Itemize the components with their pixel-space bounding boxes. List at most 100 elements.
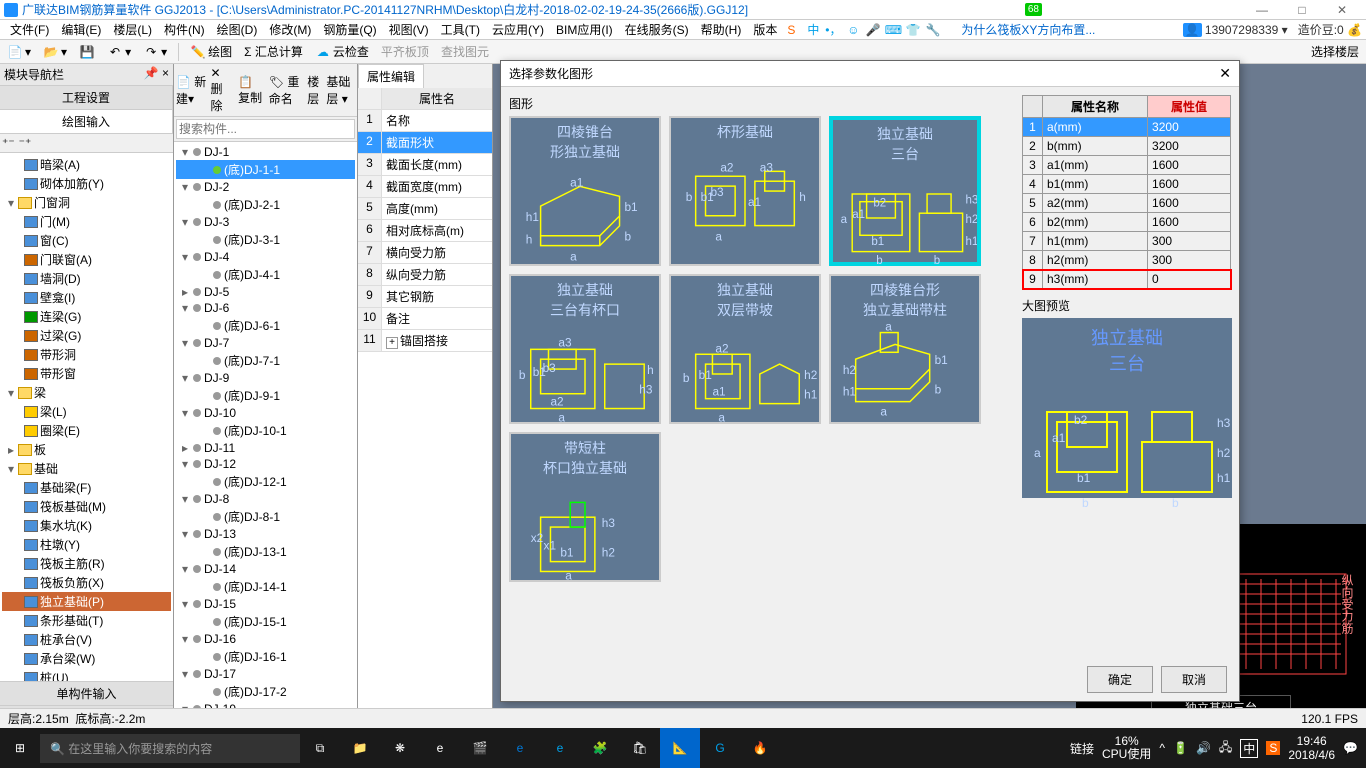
ime-punct-icon[interactable]: •， xyxy=(825,22,841,38)
component-item[interactable]: ▾DJ-15 xyxy=(176,596,355,612)
nav-item[interactable]: 暗梁(A) xyxy=(2,155,171,174)
component-item[interactable]: ▾DJ-6 xyxy=(176,300,355,316)
sogou-tray-icon[interactable]: S xyxy=(1266,741,1280,755)
component-item[interactable]: (底)DJ-6-1 xyxy=(176,316,355,335)
nav-item[interactable]: 集水坑(K) xyxy=(2,516,171,535)
ok-button[interactable]: 确定 xyxy=(1087,666,1153,693)
component-item[interactable]: ▾DJ-9 xyxy=(176,370,355,386)
app2-icon[interactable]: e xyxy=(420,728,460,768)
user-id[interactable]: 13907298339 xyxy=(1205,23,1278,37)
ime-mic-icon[interactable]: 🎤 xyxy=(865,22,881,38)
prop-row[interactable]: 5高度(mm) xyxy=(358,198,492,220)
find-button[interactable]: 查找图元 xyxy=(438,42,492,61)
nav-item[interactable]: 门联窗(A) xyxy=(2,250,171,269)
tray-up-icon[interactable]: ^ xyxy=(1159,741,1165,755)
prop-row[interactable]: 1名称 xyxy=(358,110,492,132)
dialog-prop-row[interactable]: 8h2(mm)300 xyxy=(1023,251,1231,270)
maximize-button[interactable]: □ xyxy=(1282,3,1322,17)
dialog-prop-row[interactable]: 7h1(mm)300 xyxy=(1023,232,1231,251)
nav-item[interactable]: 筏板负筋(X) xyxy=(2,573,171,592)
nav-item[interactable]: 连梁(G) xyxy=(2,307,171,326)
menu-在线服务(S)[interactable]: 在线服务(S) xyxy=(619,23,695,37)
component-item[interactable]: (底)DJ-8-1 xyxy=(176,507,355,526)
nav-item[interactable]: 梁(L) xyxy=(2,402,171,421)
nav-item[interactable]: 砌体加筋(Y) xyxy=(2,174,171,193)
menu-编辑(E)[interactable]: 编辑(E) xyxy=(55,23,107,37)
component-item[interactable]: ▾DJ-13 xyxy=(176,526,355,542)
shape-option[interactable]: 独立基础 双层带坡bb1a2a1ah2h1 xyxy=(669,274,821,424)
nav-item[interactable]: ▾梁 xyxy=(2,383,171,402)
component-item[interactable]: ▾DJ-1 xyxy=(176,144,355,160)
nav-item[interactable]: 窗(C) xyxy=(2,231,171,250)
battery-icon[interactable]: 🔋 xyxy=(1173,741,1188,755)
nav-item[interactable]: 圈梁(E) xyxy=(2,421,171,440)
basic-floor-dropdown[interactable]: 基础层 ▾ xyxy=(326,73,355,107)
dialog-prop-row[interactable]: 1a(mm)3200 xyxy=(1023,118,1231,137)
menu-楼层(L)[interactable]: 楼层(L) xyxy=(107,23,158,37)
component-item[interactable]: ▾DJ-10 xyxy=(176,405,355,421)
cloud-check-button[interactable]: ☁云检查 xyxy=(312,42,372,61)
nav-item[interactable]: 基础梁(F) xyxy=(2,478,171,497)
component-item[interactable]: ▾DJ-4 xyxy=(176,249,355,265)
component-item[interactable]: ▾DJ-2 xyxy=(176,179,355,195)
prop-row[interactable]: 9其它钢筋 xyxy=(358,286,492,308)
ie-icon[interactable]: e xyxy=(540,728,580,768)
property-tab[interactable]: 属性编辑 xyxy=(358,64,424,88)
prop-row[interactable]: 8纵向受力筋 xyxy=(358,264,492,286)
dialog-prop-row[interactable]: 4b1(mm)1600 xyxy=(1023,175,1231,194)
component-item[interactable]: (底)DJ-14-1 xyxy=(176,577,355,596)
nav-item[interactable]: 过梁(G) xyxy=(2,326,171,345)
component-item[interactable]: (底)DJ-13-1 xyxy=(176,542,355,561)
draw-button[interactable]: ✏️绘图 xyxy=(187,42,235,61)
menu-修改(M)[interactable]: 修改(M) xyxy=(263,23,317,37)
ime-emoji-icon[interactable]: ☺ xyxy=(845,22,861,38)
nav-item[interactable]: ▾基础 xyxy=(2,459,171,478)
clock[interactable]: 19:462018/4/6 xyxy=(1288,734,1335,763)
notifications-icon[interactable]: 💬 xyxy=(1343,741,1358,755)
component-item[interactable]: ▾DJ-17 xyxy=(176,666,355,682)
shape-option[interactable]: 四棱锥台 形独立基础a1h1hab1b xyxy=(509,116,661,266)
component-item[interactable]: (底)DJ-4-1 xyxy=(176,265,355,284)
nav-item[interactable]: 筏板主筋(R) xyxy=(2,554,171,573)
component-item[interactable]: (底)DJ-3-1 xyxy=(176,230,355,249)
ime-skin-icon[interactable]: 👕 xyxy=(905,22,921,38)
app4-icon[interactable]: 🧩 xyxy=(580,728,620,768)
prop-row[interactable]: 3截面长度(mm) xyxy=(358,154,492,176)
nav-expand-icon[interactable]: ⁺⁻ xyxy=(2,136,15,150)
dialog-prop-row[interactable]: 9h3(mm)0 xyxy=(1023,270,1231,289)
minimize-button[interactable]: — xyxy=(1242,3,1282,17)
delete-component-button[interactable]: ✕ 删除 xyxy=(210,66,234,114)
app5-icon[interactable]: 📐 xyxy=(660,728,700,768)
component-item[interactable]: ▾DJ-16 xyxy=(176,631,355,647)
shape-option[interactable]: 独立基础 三台aa1b2b1bh3h2h1b xyxy=(829,116,981,266)
nav-item[interactable]: ▾门窗洞 xyxy=(2,193,171,212)
app3-icon[interactable]: 🎬 xyxy=(460,728,500,768)
menu-绘图(D)[interactable]: 绘图(D) xyxy=(211,23,264,37)
dialog-prop-row[interactable]: 6b2(mm)1600 xyxy=(1023,213,1231,232)
prop-row[interactable]: 11+锚固搭接 xyxy=(358,330,492,352)
component-item[interactable]: (底)DJ-15-1 xyxy=(176,612,355,631)
balance-button[interactable]: 平齐板顶 xyxy=(378,42,432,61)
nav-item[interactable]: 条形基础(T) xyxy=(2,611,171,630)
taskbar-search[interactable]: 🔍 在这里输入你要搜索的内容 xyxy=(40,734,300,763)
component-item[interactable]: ▾DJ-8 xyxy=(176,491,355,507)
prop-row[interactable]: 2截面形状 xyxy=(358,132,492,154)
component-item[interactable]: ▸DJ-11 xyxy=(176,440,355,456)
copy-component-button[interactable]: 📋 复制 xyxy=(238,75,265,106)
rename-component-button[interactable]: 🏷 重命名 xyxy=(269,73,303,107)
ime-keyboard-icon[interactable]: ⌨ xyxy=(885,22,901,38)
menu-版本[interactable]: 版本 xyxy=(747,23,783,37)
select-floor-button[interactable]: 选择楼层 xyxy=(1308,42,1362,61)
nav-item[interactable]: 柱墩(Y) xyxy=(2,535,171,554)
nav-item[interactable]: 承台梁(W) xyxy=(2,649,171,668)
network-icon[interactable]: 🖧 xyxy=(1219,738,1232,759)
nav-item[interactable]: 独立基础(P) xyxy=(2,592,171,611)
menu-工具(T)[interactable]: 工具(T) xyxy=(435,23,486,37)
menu-BIM应用(I)[interactable]: BIM应用(I) xyxy=(550,23,619,37)
ime-tool-icon[interactable]: 🔧 xyxy=(925,22,941,38)
undo-button[interactable]: ↶▾ xyxy=(104,43,134,61)
app1-icon[interactable]: ❋ xyxy=(380,728,420,768)
ime-zh-icon[interactable]: 中 xyxy=(805,22,821,38)
app7-icon[interactable]: 🔥 xyxy=(740,728,780,768)
ime-indicator[interactable]: 中 xyxy=(1240,739,1258,758)
